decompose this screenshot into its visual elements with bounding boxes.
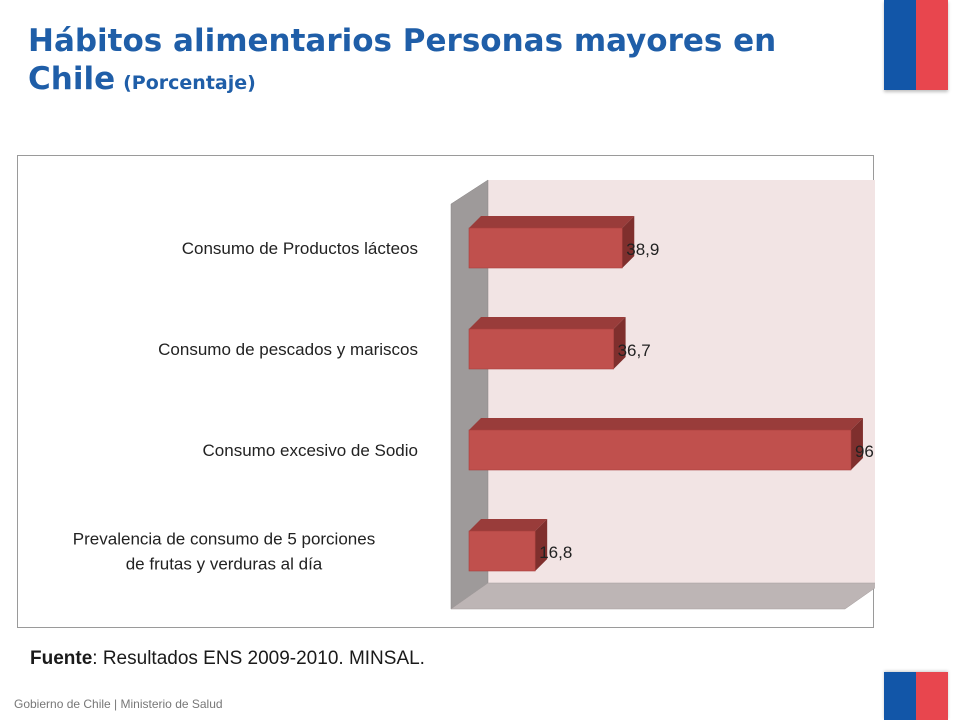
data-label-1: 36,7 (618, 341, 651, 360)
title-subtitle: (Porcentaje) (123, 72, 256, 94)
bar-side-1 (613, 317, 626, 369)
category-label-2: Consumo excesivo de Sodio (203, 441, 418, 460)
bar-top-0 (469, 216, 635, 228)
bar-3 (468, 530, 536, 572)
title-text: Hábitos alimentarios Personas mayores en… (28, 23, 777, 97)
category-label-3: Prevalencia de consumo de 5 porciones de … (73, 530, 375, 574)
source-label: Fuente (30, 648, 93, 669)
bar-top-3 (469, 519, 548, 531)
bar-top-1 (469, 317, 626, 329)
bar-top-2 (469, 418, 863, 430)
bar-0 (468, 227, 623, 269)
bar-chart: 38,9 Consumo de Productos lácteos 36,7 Cons… (73, 179, 875, 610)
data-label-0: 38,9 (626, 240, 659, 259)
data-label-2: 96,94 (855, 442, 875, 461)
bar-side-3 (535, 519, 548, 571)
chart-back-wall (488, 180, 875, 583)
bar-2 (468, 429, 852, 471)
data-label-3: 16,8 (539, 543, 572, 562)
chart-frame: 38,9 Consumo de Productos lácteos 36,7 Cons… (17, 155, 875, 628)
chile-flag-logo-bottom (884, 672, 948, 720)
chile-flag-logo-top (884, 0, 948, 90)
source-text: : Resultados ENS 2009-2010. MINSAL. (92, 648, 425, 669)
category-label-1: Consumo de pescados y mariscos (158, 340, 418, 359)
bar-side-0 (622, 216, 635, 268)
category-label-0: Consumo de Productos lácteos (182, 239, 418, 258)
chart-floor (450, 582, 875, 610)
bar-1 (468, 328, 614, 370)
source-note: Fuente: Resultados ENS 2009-2010. MINSAL… (30, 648, 425, 670)
page-title: Hábitos alimentarios Personas mayores en… (28, 22, 848, 102)
footer-credit: Gobierno de Chile | Ministerio de Salud (14, 697, 223, 711)
bar-side-2 (850, 418, 863, 470)
